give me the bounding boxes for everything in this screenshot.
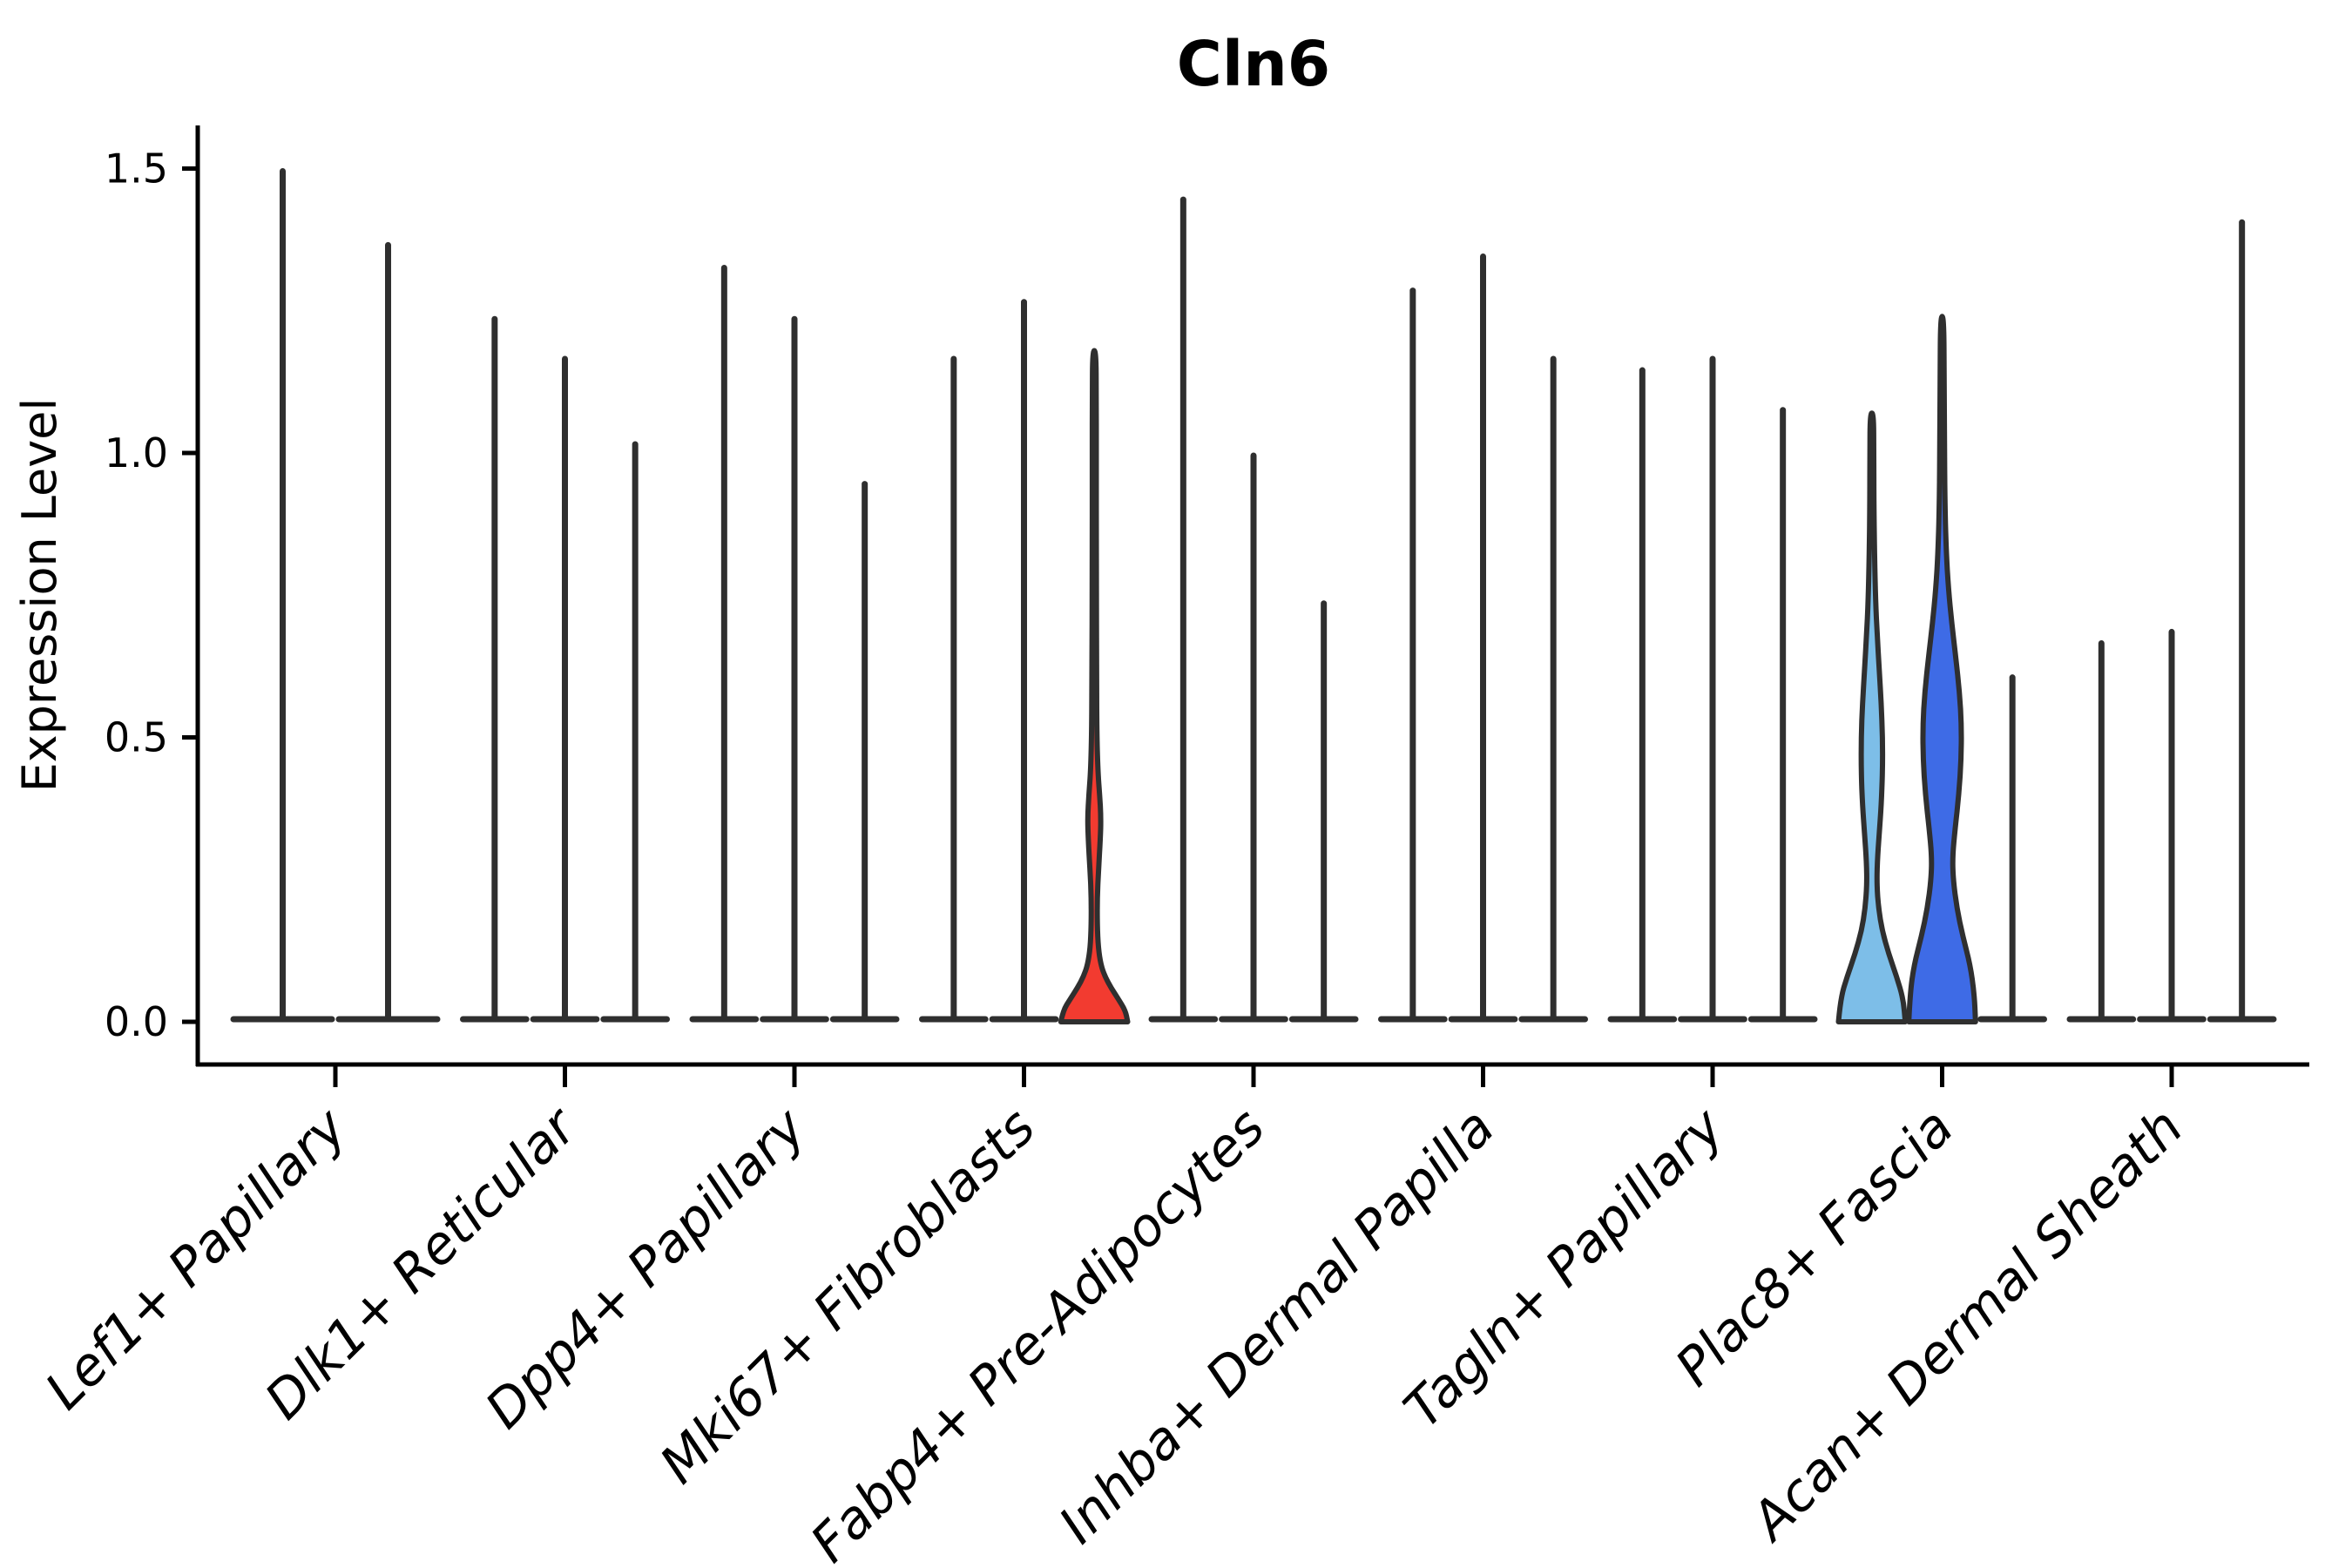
y-tick-label: 1.5 [105, 145, 168, 193]
y-axis-label: Expression Level [12, 398, 67, 793]
violin-body [1906, 314, 1978, 1024]
y-axis-ticks: 0.0 0.5 1.0 1.5 [105, 145, 198, 1045]
x-tick-label: Inhba+ Dermal Papilla [1048, 1097, 1506, 1555]
violin-group [919, 299, 1131, 1024]
violin-group [1835, 314, 2047, 1024]
y-tick-label: 0.5 [105, 714, 168, 761]
violin-group [689, 265, 900, 1023]
violin-group [1607, 355, 1818, 1023]
chart-title: Cln6 [1177, 28, 1330, 100]
y-tick-label: 1.0 [105, 429, 168, 476]
x-tick-label: Fabp4+ Pre-Adipocytes [799, 1097, 1276, 1568]
violin-body [1835, 410, 1909, 1024]
violin-group [2066, 219, 2277, 1023]
x-tick-label: Mki67+ Fibroblasts [649, 1097, 1048, 1496]
violin-series [230, 168, 2277, 1024]
violin-group [230, 168, 441, 1023]
y-tick-label: 0.0 [105, 998, 168, 1045]
x-tick-label: Acan+ Dermal Sheath [1738, 1097, 2195, 1554]
violin-group [1378, 253, 1588, 1023]
violin-body [1058, 348, 1131, 1024]
violin-group [1148, 196, 1359, 1023]
violin-group [460, 315, 670, 1023]
